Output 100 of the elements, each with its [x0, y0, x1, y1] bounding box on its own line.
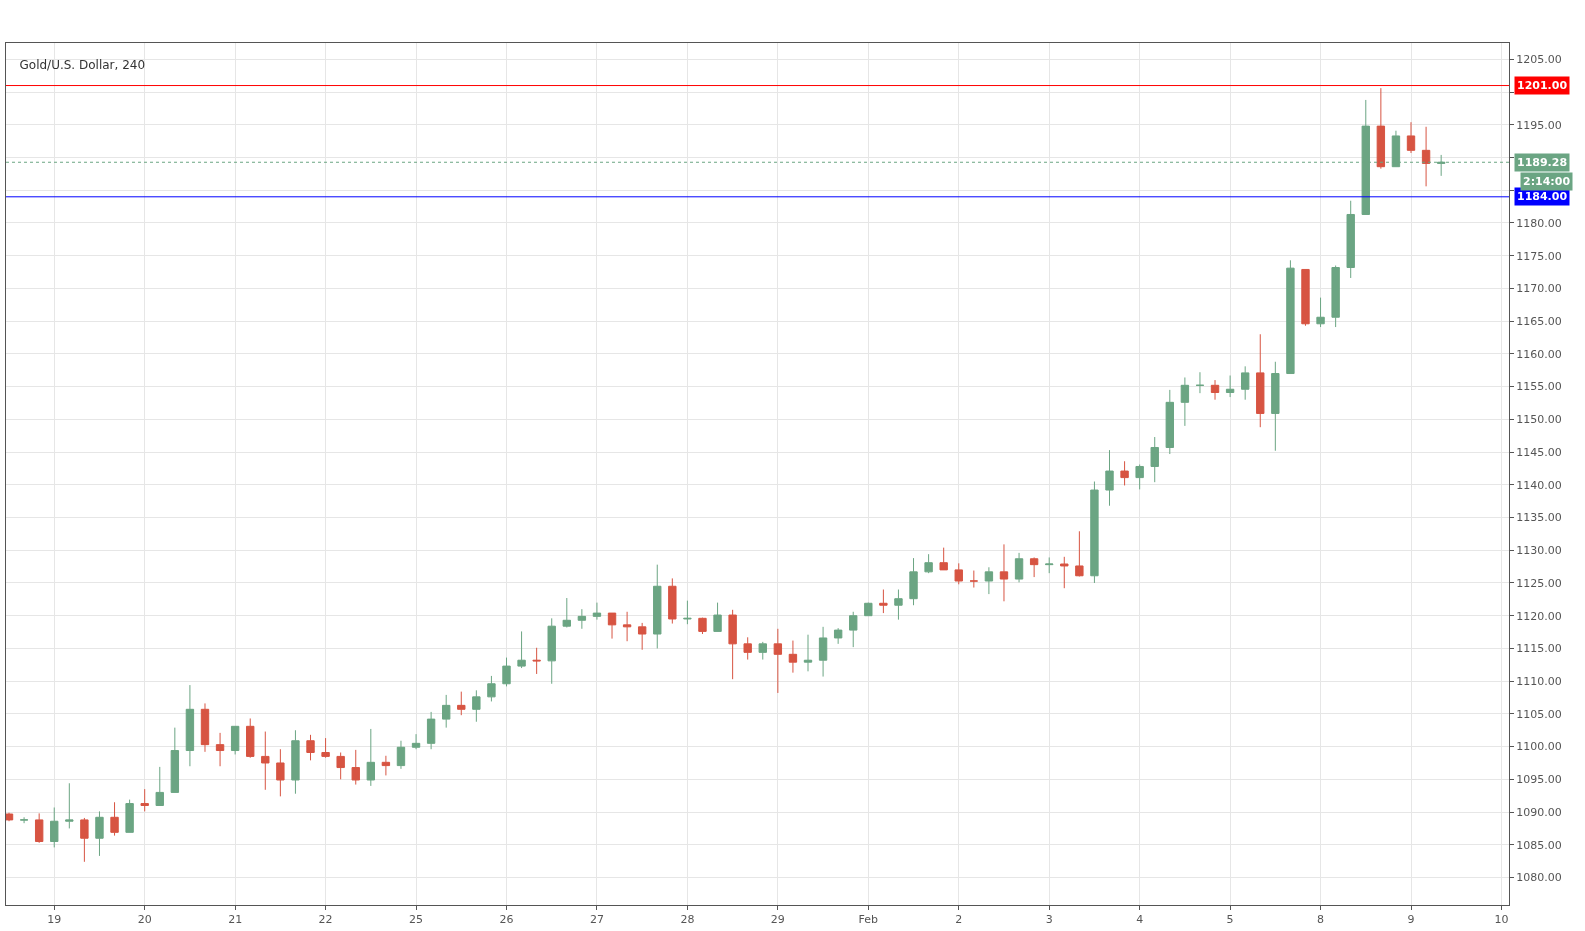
- x-tick-label: 26: [499, 913, 514, 927]
- candlestick: [1331, 265, 1340, 328]
- candlestick: [261, 731, 270, 791]
- candlestick: [306, 734, 315, 761]
- y-tick-label: 1080.00: [1516, 871, 1562, 885]
- candlestick: [954, 562, 963, 585]
- candlestick: [6, 812, 14, 822]
- candlestick: [818, 626, 828, 678]
- candlestick: [50, 806, 59, 848]
- candlestick: [1210, 379, 1220, 401]
- candlestick: [607, 612, 617, 640]
- candlestick: [803, 634, 813, 672]
- y-tick-label: 1095.00: [1516, 773, 1562, 787]
- candlestick: [487, 675, 496, 702]
- x-tick-label: 9: [1407, 913, 1415, 927]
- candlestick: [1014, 552, 1024, 583]
- candlestick: [426, 711, 436, 750]
- candlestick: [577, 608, 587, 630]
- candlestick: [351, 749, 360, 786]
- candlestick: [215, 732, 225, 767]
- candlestick: [381, 755, 391, 776]
- candlestick: [457, 691, 466, 716]
- y-tick-label: 1105.00: [1516, 707, 1562, 721]
- y-tick-label: 1180.00: [1516, 216, 1562, 230]
- candlestick: [230, 725, 240, 755]
- ref-line-label: 1184.00: [1517, 190, 1568, 203]
- ref-line-label: 1201.00: [1517, 79, 1568, 92]
- y-tick-label: 1110.00: [1516, 675, 1562, 688]
- candlestick: [1406, 121, 1416, 154]
- candlestick: [366, 728, 376, 787]
- candlestick: [1165, 389, 1174, 455]
- candlestick: [80, 817, 89, 863]
- x-tick-label: 8: [1317, 913, 1325, 927]
- candlestick: [411, 733, 421, 750]
- candlestick: [879, 589, 888, 614]
- y-tick-label: 1130.00: [1516, 544, 1562, 558]
- y-tick-label: 1145.00: [1516, 445, 1562, 459]
- y-tick-label: 1150.00: [1516, 413, 1562, 427]
- y-tick-label: 1140.00: [1516, 478, 1562, 492]
- candlestick: [1180, 376, 1190, 427]
- candlestick: [110, 801, 119, 837]
- candlestick: [1195, 371, 1205, 394]
- candlestick: [637, 622, 647, 651]
- candlestick: [909, 557, 918, 606]
- y-tick-label: 1205.00: [1516, 53, 1562, 67]
- candlestick: [1301, 268, 1310, 327]
- x-tick-label: 27: [589, 913, 604, 927]
- y-tick-label: 1160.00: [1516, 347, 1562, 361]
- candlestick: [894, 589, 903, 621]
- candlestick: [743, 636, 752, 661]
- candlestick: [592, 602, 602, 621]
- y-tick-label: 1170.00: [1516, 282, 1562, 296]
- candlestick: [984, 566, 994, 595]
- candlestick: [95, 810, 104, 857]
- candlestick: [833, 627, 843, 645]
- x-tick-label: 28: [680, 913, 695, 927]
- y-tick-label: 1155.00: [1516, 380, 1562, 394]
- candlestick: [155, 766, 164, 807]
- candlestick: [532, 647, 541, 675]
- candlestick: [728, 609, 737, 680]
- y-tick-label: 1115.00: [1516, 642, 1562, 656]
- x-tick-label: 3: [1045, 913, 1053, 927]
- candlestick: [185, 684, 195, 767]
- candlestick: [200, 702, 210, 753]
- candlestick: [472, 689, 481, 723]
- candlestick: [1271, 361, 1280, 452]
- candlestick: [34, 812, 44, 844]
- candlestick: [321, 737, 330, 759]
- candlestick: [683, 600, 692, 625]
- candlestick: [1256, 333, 1265, 428]
- candlestick: [939, 547, 948, 571]
- candlestick: [758, 641, 767, 661]
- candlestick: [246, 717, 255, 759]
- candlestick: [291, 729, 300, 795]
- candlestick: [1135, 464, 1144, 490]
- candlestick: [1075, 530, 1084, 577]
- ref-line-label: 1189.28: [1517, 156, 1568, 169]
- candlestick: [125, 799, 134, 833]
- x-tick-label: 25: [409, 913, 424, 927]
- candlestick: [170, 727, 180, 793]
- y-tick-label: 1175.00: [1516, 249, 1562, 263]
- x-tick-label: Feb: [858, 913, 879, 927]
- y-tick-label: 1120.00: [1516, 609, 1562, 623]
- candlestick: [1060, 556, 1069, 589]
- candlestick: [396, 740, 406, 770]
- y-tick-label: 1165.00: [1516, 315, 1562, 329]
- y-tick-label: 1125.00: [1516, 576, 1562, 590]
- x-tick-label: 19: [47, 913, 62, 927]
- candlestick: [1240, 365, 1250, 401]
- candlestick: [276, 748, 285, 797]
- x-tick-label: 5: [1226, 913, 1234, 927]
- candlestick: [1029, 556, 1039, 578]
- candlestick: [864, 602, 873, 617]
- candlestick: [1045, 556, 1054, 574]
- candlestick: [1120, 460, 1129, 486]
- x-tick-label: 20: [137, 913, 152, 927]
- text: 2:14:00: [1523, 175, 1571, 188]
- candlestick: [502, 657, 511, 687]
- x-tick-label: 10: [1494, 913, 1509, 927]
- candlestick: [773, 628, 783, 694]
